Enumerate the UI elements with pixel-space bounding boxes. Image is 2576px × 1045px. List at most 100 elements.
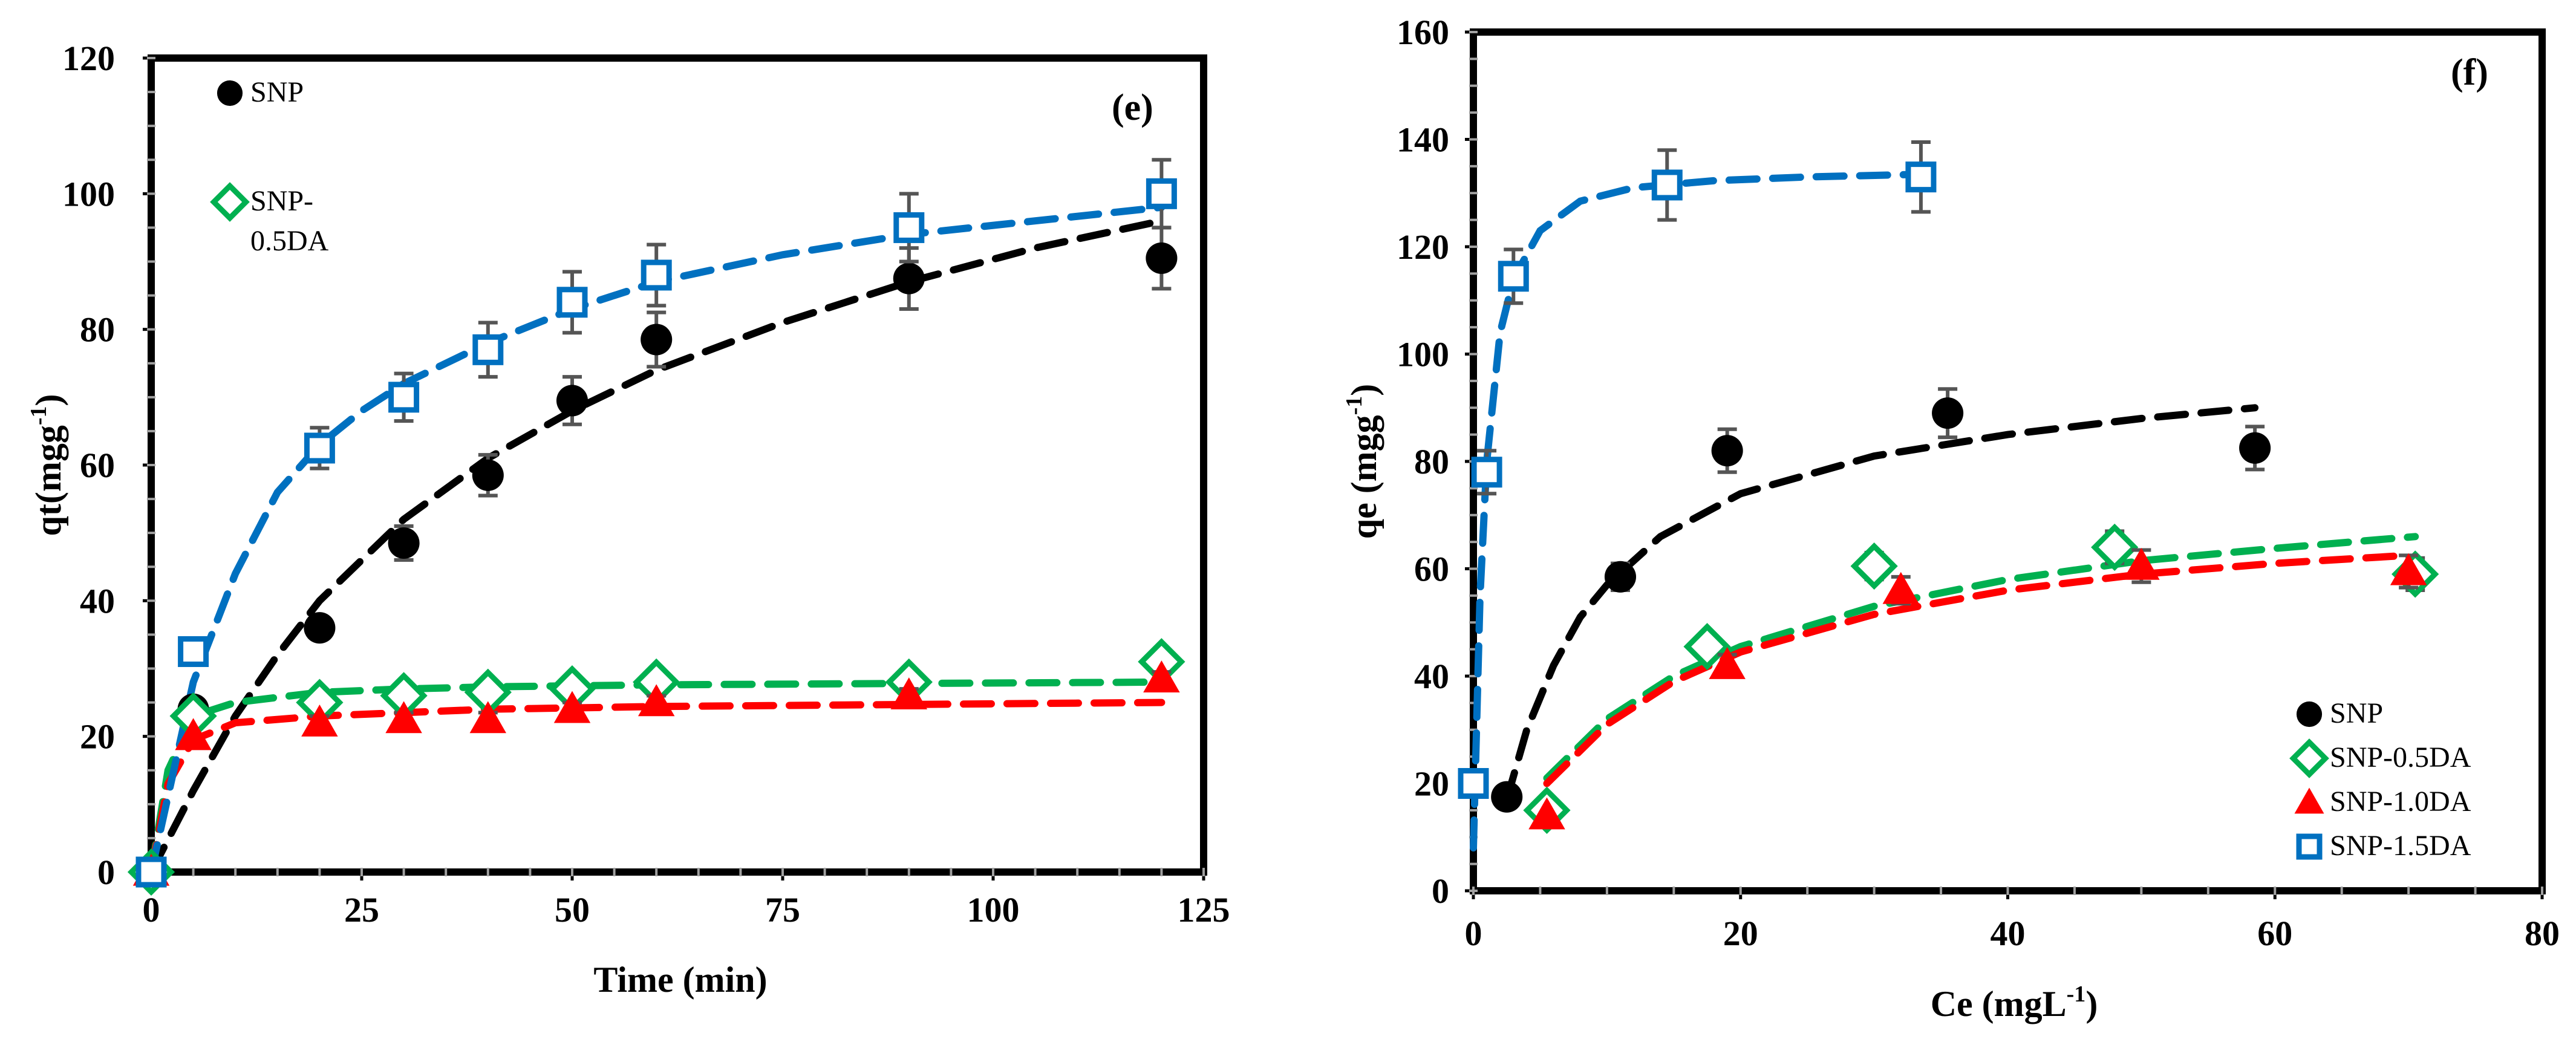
y-axis-title-e-sup: -1 — [26, 406, 51, 426]
point-snp-1-0da — [890, 677, 928, 710]
fit-curve-snp — [1503, 404, 2259, 804]
point-snp-1-5da — [1905, 161, 1937, 193]
point-snp-1-5da — [1458, 768, 1489, 799]
point-snp — [1491, 781, 1523, 813]
x-axis-title-f-main: Ce (mgL — [1931, 984, 2067, 1024]
y-tick-label-e-40: 40 — [80, 581, 115, 620]
x-axis-title-e: Time (min) — [593, 960, 767, 1000]
point-snp — [556, 385, 589, 417]
x-tick-label-e-100: 100 — [967, 890, 1020, 929]
legend-label-snp-1-5da: SNP-1.5DA — [2330, 830, 2471, 862]
y-axis-title-f-sup: -1 — [1342, 396, 1367, 415]
legend-marker-snp — [217, 80, 243, 106]
y-tick-label-f-120: 120 — [1397, 227, 1449, 267]
y-tick-label-f-60: 60 — [1414, 550, 1449, 589]
x-tick-label-f-40: 40 — [1991, 914, 2026, 953]
chart-panel-f: 0 20 40 60 80 100 120 140 160 0 20 40 60 80 (f) Ce (m… — [1342, 13, 2560, 1024]
x-tick-label-f-60: 60 — [2257, 914, 2292, 953]
point-snp-1-5da — [388, 382, 420, 413]
point-snp-1-5da — [135, 856, 167, 888]
point-snp-1-0da — [301, 704, 338, 737]
chart-panel-e: 0 20 40 60 80 100 120 0 25 50 75 100 125 (e) Time (m… — [26, 39, 1230, 1000]
point-snp-1-0da — [469, 701, 507, 734]
legend-label-snp-0-5da: 0.5DA — [250, 225, 329, 257]
y-tick-label-f-100: 100 — [1397, 335, 1449, 374]
legend-e: SNP SNP- 0.5DA — [210, 76, 329, 257]
point-snp-1-0da — [385, 701, 422, 734]
y-tick-label-f-80: 80 — [1414, 442, 1449, 481]
panel-label-e: (e) — [1112, 87, 1153, 128]
point-snp-0-5da — [1850, 542, 1898, 590]
point-snp-1-5da — [1471, 457, 1502, 488]
point-snp-1-5da — [178, 636, 209, 667]
point-snp — [1604, 561, 1637, 593]
point-snp-0-5da — [1683, 623, 1731, 671]
point-snp — [472, 459, 504, 491]
legend-label-snp: SNP — [2330, 697, 2383, 729]
point-snp-1-0da — [2390, 553, 2427, 585]
x-tick-label-f-20: 20 — [1723, 914, 1758, 953]
point-snp — [641, 324, 673, 356]
point-snp-1-5da — [472, 334, 504, 365]
x-tick-label-e-75: 75 — [765, 890, 800, 929]
fit-curve-snp — [148, 217, 1166, 876]
point-snp — [893, 262, 925, 295]
x-axis-title-f: Ce (mgL-1) — [1931, 982, 2098, 1024]
y-axis-title-f-close: ) — [1344, 384, 1384, 396]
fit-curve-snp-0-5da — [1543, 533, 2419, 782]
x-tick-label-e-0: 0 — [143, 890, 160, 929]
x-tick-label-e-50: 50 — [555, 890, 590, 929]
point-snp-1-0da — [1143, 660, 1180, 693]
plot-area-frame-e — [148, 54, 1207, 876]
x-tick-label-e-25: 25 — [344, 890, 379, 929]
y-tick-label-e-120: 120 — [62, 39, 115, 78]
x-tick-label-e-125: 125 — [1178, 890, 1230, 929]
point-snp-1-0da — [1709, 647, 1746, 679]
point-snp — [1711, 435, 1743, 467]
legend-marker-snp-0-5da — [2289, 738, 2329, 778]
y-tick-label-e-60: 60 — [80, 446, 115, 485]
y-axis-title-e-main: qt(mgg — [28, 425, 68, 536]
fit-curve-snp-1-0da — [1543, 552, 2413, 787]
point-snp-1-5da — [1651, 169, 1683, 201]
y-tick-label-f-0: 0 — [1432, 871, 1449, 911]
point-snp-1-0da — [175, 718, 212, 750]
y-tick-label-e-80: 80 — [80, 310, 115, 350]
data-points-e — [127, 158, 1185, 896]
legend-marker-snp — [2296, 701, 2323, 728]
fit-curves-f — [1470, 171, 2419, 851]
point-snp-1-5da — [304, 432, 335, 464]
point-snp-1-0da — [637, 684, 675, 717]
legend-label-snp-0-5da: SNP-0.5DA — [2330, 741, 2471, 773]
legend-label-snp-0-5da: SNP- — [250, 185, 313, 217]
axis-ticks-f: 0 20 40 60 80 100 120 140 160 0 20 40 60 80 — [1397, 13, 2560, 953]
point-snp-0-5da — [2091, 523, 2139, 571]
y-tick-label-e-0: 0 — [97, 853, 115, 892]
point-snp-1-5da — [1146, 178, 1177, 209]
point-snp — [2239, 432, 2271, 464]
y-axis-title-e: qt(mgg-1) — [26, 394, 68, 536]
y-tick-label-f-40: 40 — [1414, 657, 1449, 696]
point-snp-1-5da — [893, 212, 925, 243]
legend-marker-snp-0-5da — [210, 182, 250, 222]
y-tick-label-f-140: 140 — [1397, 120, 1449, 160]
x-axis-title-f-sup: -1 — [2067, 982, 2086, 1007]
legend-f: SNP SNP-0.5DA SNP-1.0DA SNP-1.5DA — [2289, 697, 2471, 862]
point-snp — [1932, 397, 1964, 429]
point-snp-1-0da — [1882, 571, 1920, 604]
point-snp-1-0da — [553, 691, 591, 723]
point-snp-1-5da — [641, 259, 672, 291]
x-tick-label-f-0: 0 — [1465, 914, 1482, 953]
y-tick-label-e-100: 100 — [62, 174, 115, 213]
x-tick-label-f-80: 80 — [2525, 914, 2560, 953]
y-axis-title-f-main: qe (mgg — [1344, 415, 1384, 539]
y-tick-label-e-20: 20 — [80, 717, 115, 757]
legend-label-snp: SNP — [250, 76, 304, 108]
y-tick-label-f-20: 20 — [1414, 764, 1449, 804]
y-axis-title-e-close: ) — [28, 394, 68, 406]
axis-ticks-e: 0 20 40 60 80 100 120 0 25 50 75 100 125 — [62, 39, 1230, 929]
point-snp-1-5da — [1498, 261, 1529, 292]
y-axis-title-f: qe (mgg-1) — [1342, 384, 1384, 539]
legend-marker-snp-1-5da — [2296, 833, 2323, 860]
